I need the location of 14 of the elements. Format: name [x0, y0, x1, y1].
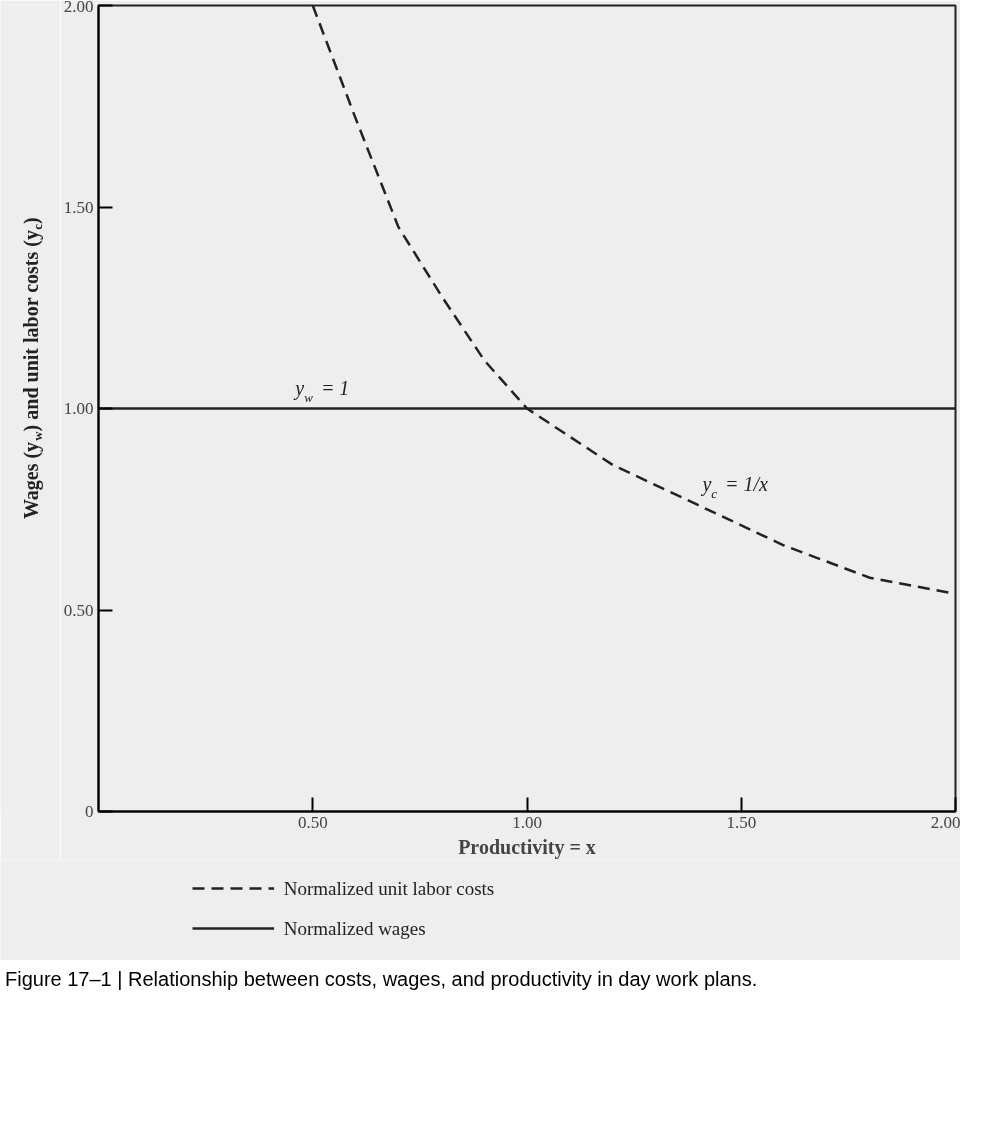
y-tick-label: 0.50	[63, 600, 94, 620]
legend-label: Normalized wages	[283, 918, 426, 939]
x-tick-label: 1.00	[512, 812, 542, 832]
y-tick-label: 2.00	[63, 0, 94, 16]
caption: Figure 17–1 | Relationship between costs, wages, and productivity in day work plans.	[5, 967, 758, 992]
legend-label: Normalized unit labor costs	[283, 878, 495, 899]
x-axis-title: Productivity = x	[458, 835, 596, 859]
y-tick-label: 1.50	[63, 197, 94, 217]
x-tick-label: 2.00	[930, 812, 961, 832]
y-axis-title: Wages (yw) and unit labor costs (yc)	[19, 217, 45, 520]
y-tick-label: 1.00	[63, 399, 94, 418]
x-tick-label: 1.50	[726, 812, 757, 832]
y-tick-label: 0	[85, 802, 94, 821]
x-tick-label: 0.50	[297, 812, 328, 832]
